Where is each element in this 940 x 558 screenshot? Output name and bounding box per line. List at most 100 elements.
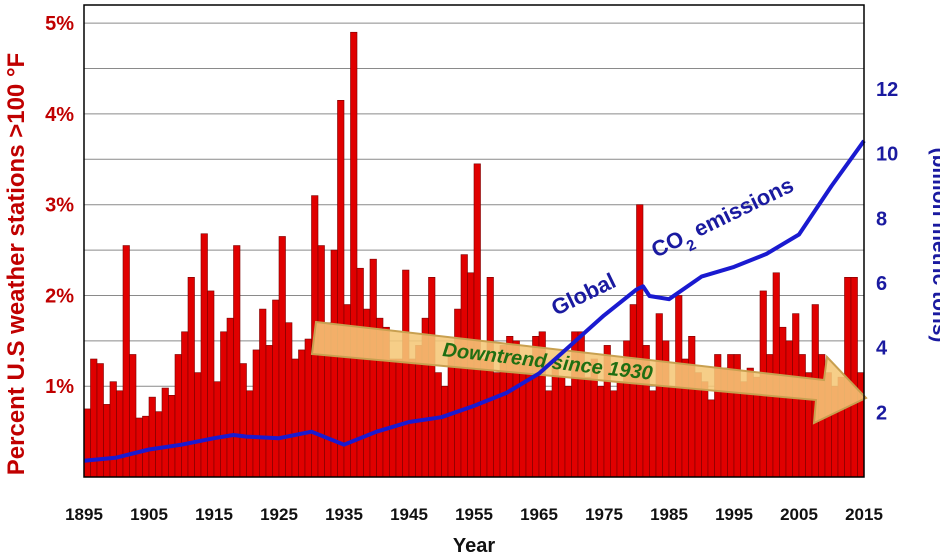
bar (434, 372, 442, 478)
bars-group (83, 31, 865, 478)
bar (701, 381, 709, 478)
bar (850, 277, 858, 478)
bar (317, 245, 325, 478)
bar (467, 272, 475, 478)
right-tick-label: 10 (876, 144, 898, 166)
bar (161, 387, 169, 478)
bar (103, 404, 111, 478)
bar (415, 345, 423, 478)
x-tick-label: 1895 (65, 505, 103, 524)
bar (408, 358, 416, 478)
left-tick-label: 5% (45, 13, 74, 35)
left-tick-label: 1% (45, 376, 74, 398)
plot-frame (83, 4, 865, 478)
bar (707, 399, 715, 478)
bar (220, 331, 228, 478)
bar (857, 372, 865, 478)
bar (473, 163, 481, 478)
right-axis-title: (billion metric tons) (928, 148, 940, 343)
bar (226, 317, 234, 478)
co2-line-group (83, 139, 866, 463)
bar (668, 385, 676, 478)
bar (564, 385, 572, 478)
right-tick-label: 8 (876, 208, 887, 230)
bar (83, 408, 91, 478)
left-tick-label: 4% (45, 104, 74, 126)
bar (454, 308, 462, 478)
bar (610, 390, 618, 478)
x-tick-label: 1955 (455, 505, 493, 524)
downtrend-arrow-shape (310, 320, 868, 425)
bar (122, 245, 130, 478)
bar (441, 385, 449, 478)
bar (181, 331, 189, 478)
bar (486, 277, 494, 478)
bar (428, 277, 436, 478)
right-tick-label: 6 (876, 273, 887, 295)
x-tick-label: 1905 (130, 505, 168, 524)
right-tick-label: 4 (876, 338, 888, 360)
co2-label-subscript: 2 (684, 236, 699, 255)
bar (785, 340, 793, 478)
bar (779, 326, 787, 478)
bar (740, 381, 748, 478)
bar (187, 277, 195, 478)
bar (259, 308, 267, 478)
bar (649, 390, 657, 478)
bar (246, 390, 254, 478)
bar (252, 349, 260, 478)
bar (655, 313, 663, 478)
bar (207, 290, 215, 478)
bar (168, 395, 176, 478)
bar (155, 411, 163, 478)
bar (545, 390, 553, 478)
x-tick-label: 1975 (585, 505, 623, 524)
bar (636, 204, 644, 478)
x-tick-label: 2015 (845, 505, 883, 524)
bar (350, 31, 358, 478)
bar (356, 267, 364, 478)
x-tick-label: 2005 (780, 505, 818, 524)
right-tick-label: 12 (876, 79, 898, 101)
left-axis-title: Percent U.S weather stations >100 °F (3, 53, 30, 475)
x-tick-label: 1985 (650, 505, 688, 524)
bar (278, 236, 286, 478)
bar (304, 338, 312, 478)
bar (688, 336, 696, 478)
bar (129, 354, 137, 478)
bar (298, 349, 306, 478)
bar (239, 363, 247, 478)
bar (389, 358, 397, 478)
bar (493, 372, 501, 478)
bar (285, 322, 293, 478)
right-axis-ticks: 2 4 6 8 10 12 (876, 79, 898, 424)
bar (109, 381, 117, 478)
x-tick-label: 1945 (390, 505, 428, 524)
co2-label-emissions: CO2emissions (647, 172, 801, 269)
bar (369, 258, 377, 478)
x-tick-label: 1935 (325, 505, 363, 524)
left-tick-label: 2% (45, 285, 74, 307)
bar (142, 415, 150, 478)
x-tick-label: 1925 (260, 505, 298, 524)
x-axis-ticks: 1895 1905 1915 1925 1935 1945 1955 1965 1975 1985… (65, 505, 883, 524)
bar (395, 358, 403, 478)
bar (213, 381, 221, 478)
co2-emissions-line (83, 139, 866, 463)
bar (148, 396, 156, 478)
bar (135, 417, 143, 478)
bar (597, 385, 605, 478)
bar (584, 376, 592, 478)
bar (558, 376, 566, 478)
x-tick-label: 1995 (715, 505, 753, 524)
co2-label-co: CO (647, 226, 688, 263)
bar (291, 358, 299, 478)
x-tick-label: 1915 (195, 505, 233, 524)
bar (233, 245, 241, 478)
bar (272, 299, 280, 478)
right-tick-label: 2 (876, 402, 887, 424)
co2-label-emissions-word: emissions (690, 172, 798, 242)
bar (798, 354, 806, 478)
left-axis-ticks: 1% 2% 3% 4% 5% (45, 13, 74, 398)
